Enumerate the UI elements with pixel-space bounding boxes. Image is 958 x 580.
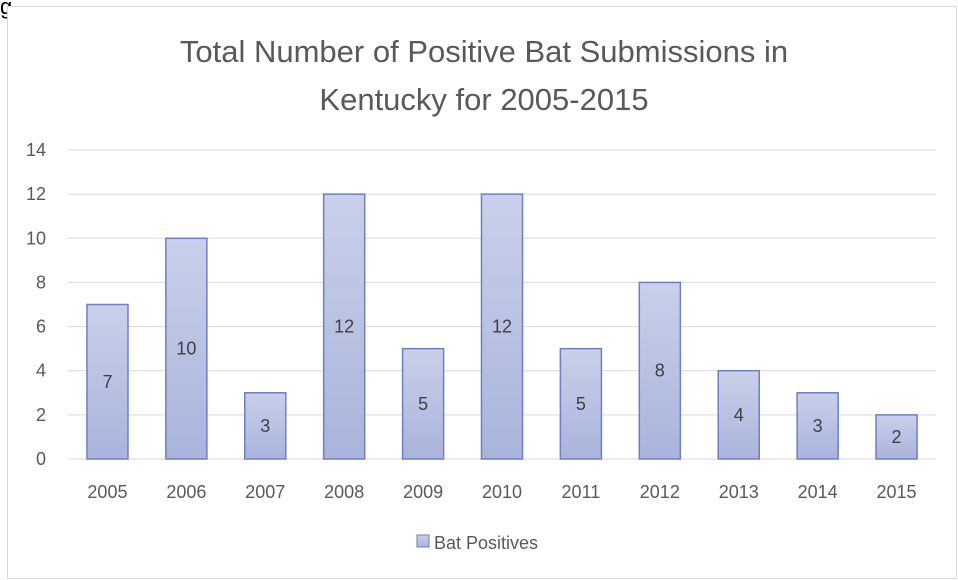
bar-2013 [717, 369, 760, 460]
x-tick-label-2012: 2012 [640, 482, 680, 502]
bar-2006 [165, 237, 208, 460]
x-tick-label-2009: 2009 [403, 482, 443, 502]
data-label-2013: 4 [734, 405, 744, 425]
legend: Bat Positives [416, 533, 538, 553]
data-label-2008: 12 [334, 317, 354, 337]
data-label-2010: 12 [492, 317, 512, 337]
bar-2009 [401, 347, 445, 460]
data-label-2005: 7 [102, 372, 112, 392]
bar-2015 [875, 414, 918, 460]
data-label-2006: 10 [176, 339, 196, 359]
y-tick-label: 2 [36, 405, 46, 425]
bar-2012 [638, 281, 682, 460]
data-label-2014: 3 [813, 416, 823, 436]
x-axis-ticks: 2005 2006 2007 2008 2009 2010 2011 2012 2013 2014… [87, 482, 916, 502]
x-tick-label-2007: 2007 [245, 482, 285, 502]
bar-2008 [322, 193, 366, 460]
y-tick-label: 0 [36, 449, 46, 469]
x-tick-label-2006: 2006 [166, 482, 206, 502]
x-tick-label-2008: 2008 [324, 482, 364, 502]
x-tick-label-2011: 2011 [562, 482, 601, 502]
chart-title-line-1: Total Number of Positive Bat Submissions… [180, 34, 788, 69]
bars: 7 10 3 12 5 12 5 8 4 3 2 [86, 193, 918, 460]
x-tick-label-2014: 2014 [798, 482, 838, 502]
y-tick-label: 6 [36, 317, 46, 337]
legend-swatch [416, 534, 430, 548]
data-label-2011: 5 [576, 394, 586, 414]
y-tick-label: 14 [26, 140, 46, 160]
bar-2011 [559, 347, 603, 460]
y-tick-label: 10 [26, 228, 46, 248]
bar-2014 [796, 392, 839, 460]
y-axis-ticks: 0 2 4 6 8 10 12 14 [26, 140, 46, 469]
legend-label: Bat Positives [434, 533, 538, 553]
bar-2007 [244, 392, 287, 460]
x-tick-label-2015: 2015 [877, 482, 917, 502]
x-tick-label-2013: 2013 [719, 482, 759, 502]
bar-2005 [86, 303, 129, 460]
data-label-2007: 3 [260, 416, 270, 436]
x-tick-label-2010: 2010 [482, 482, 522, 502]
chart-title-line-2: Kentucky for 2005-2015 [319, 82, 648, 117]
bar-2010 [480, 193, 524, 460]
data-label-2012: 8 [655, 361, 665, 381]
x-tick-label-2005: 2005 [87, 482, 127, 502]
data-label-2015: 2 [892, 427, 902, 447]
y-tick-label: 12 [26, 184, 46, 204]
y-tick-label: 8 [36, 272, 46, 292]
y-tick-label: 4 [36, 361, 46, 381]
data-label-2009: 5 [418, 394, 428, 414]
